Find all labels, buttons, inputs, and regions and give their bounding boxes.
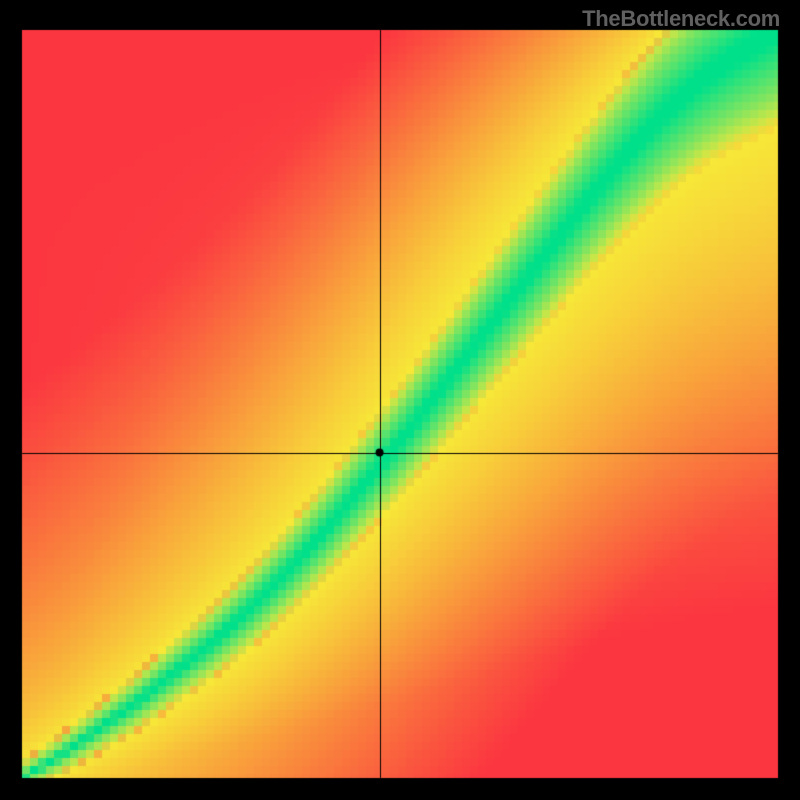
chart-container: TheBottleneck.com: [0, 0, 800, 800]
crosshair-overlay: [0, 0, 800, 800]
watermark-text: TheBottleneck.com: [582, 6, 780, 32]
